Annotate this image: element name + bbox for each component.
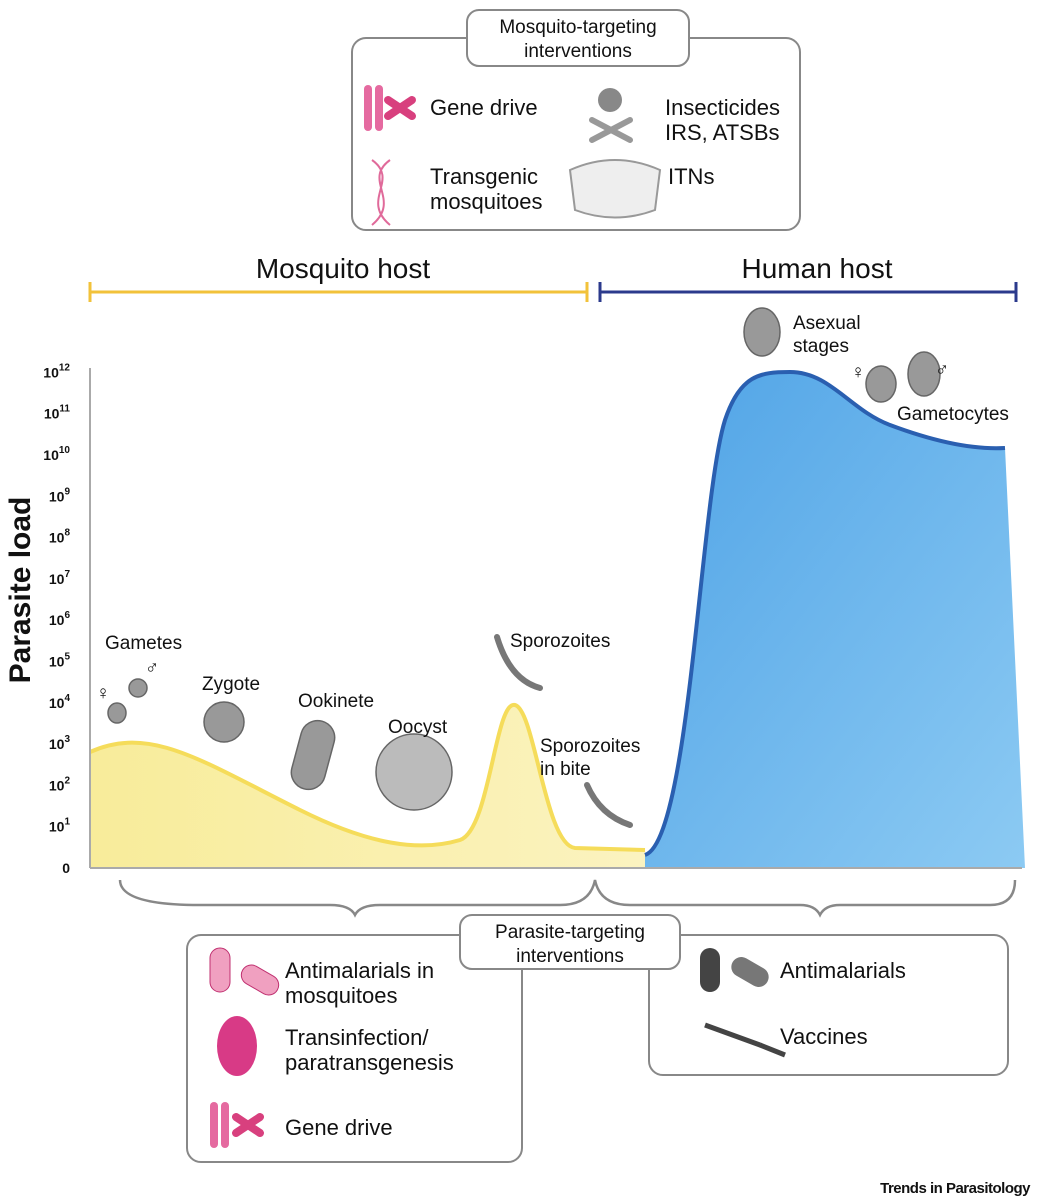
tick-exponent: 2: [64, 775, 70, 786]
y-tick-label: 105: [49, 652, 71, 670]
stage-label: Sporozoites: [540, 736, 640, 757]
bottom-box-title: interventions: [516, 946, 624, 967]
intervention-label: Transinfection/: [285, 1025, 429, 1050]
tick-exponent: 3: [64, 734, 70, 745]
y-tick-label: 106: [49, 610, 71, 628]
mosquito-load-area: [90, 704, 645, 868]
tick-base: 10: [49, 612, 65, 628]
tick-base: 10: [43, 447, 59, 463]
tick-exponent: 8: [64, 528, 70, 539]
tick-exponent: 12: [59, 362, 71, 373]
intervention-label: Antimalarials: [780, 958, 906, 983]
intervention-label: Insecticides: [665, 95, 780, 120]
stage-label: Gametocytes: [897, 404, 1009, 425]
top-box-title: Mosquito-targeting: [499, 17, 656, 38]
intervention-label: Gene drive: [285, 1115, 393, 1140]
bottom-box-tab: [459, 914, 681, 970]
y-tick-label: 1011: [44, 404, 71, 422]
tick-base: 10: [49, 530, 65, 546]
skull-icon: [589, 88, 633, 143]
human-load-curve: [644, 369, 1006, 857]
syringe-icon: [704, 1022, 786, 1058]
top-box-title: interventions: [524, 41, 632, 62]
tick-exponent: 9: [64, 486, 70, 497]
stage-label: stages: [793, 336, 849, 357]
y-tick-label: 0: [62, 860, 70, 876]
tick-base: 10: [44, 406, 60, 422]
tick-base: 10: [49, 736, 65, 752]
stage-label: Sporozoites: [510, 631, 610, 652]
intervention-label: mosquitoes: [430, 189, 543, 214]
tick-base: 0: [62, 860, 70, 876]
brace: [118, 879, 1017, 918]
stage-label: Gametes: [105, 633, 182, 654]
tick-exponent: 5: [64, 652, 70, 663]
host-label: Human host: [742, 253, 893, 284]
tick-exponent: 6: [64, 610, 70, 621]
tick-exponent: 1: [64, 817, 70, 828]
intervention-label: Gene drive: [430, 95, 538, 120]
y-tick-label: 109: [49, 486, 71, 504]
intervention-label: Transgenic: [430, 164, 538, 189]
y-tick-label: 107: [49, 569, 71, 587]
y-tick-label: 104: [49, 693, 71, 711]
intervention-label: ITNs: [668, 164, 714, 189]
tick-base: 10: [49, 654, 65, 670]
y-tick-label: 108: [49, 528, 71, 546]
sex-symbol: ♂: [935, 360, 949, 381]
sex-symbol: ♀: [851, 362, 865, 383]
footer: Trends in Parasitology: [880, 1180, 1031, 1197]
gene-drive-icon: [210, 1102, 264, 1148]
gene-drive-icon: [364, 85, 416, 131]
bottom-box-title: Parasite-targeting: [495, 922, 645, 943]
tick-exponent: 7: [64, 569, 70, 580]
intervention-label: Antimalarials in: [285, 958, 434, 983]
sex-symbol: ♂: [145, 658, 159, 679]
stage-label: Zygote: [202, 674, 260, 695]
tick-base: 10: [49, 695, 65, 711]
intervention-label: IRS, ATSBs: [665, 120, 780, 145]
tick-base: 10: [49, 819, 65, 835]
intervention-label: mosquitoes: [285, 983, 398, 1008]
tick-base: 10: [49, 777, 65, 793]
y-axis-label: Parasite load: [4, 497, 37, 684]
bacteria-icon: [217, 1016, 257, 1076]
y-tick-label: 102: [49, 775, 71, 793]
mosquito-intervention-box: [186, 934, 523, 1163]
top-box-tab: [466, 9, 690, 67]
human-intervention-box: [648, 934, 1009, 1076]
mosquito-load-curve: [89, 703, 646, 852]
human-load-area: [645, 372, 1025, 868]
dna-icon: [371, 159, 391, 226]
sex-symbol: ♀: [96, 683, 110, 704]
stage-label: Ookinete: [298, 691, 374, 712]
intervention-label: paratransgenesis: [285, 1050, 454, 1075]
stage-label: in bite: [540, 759, 591, 780]
host-label: Mosquito host: [256, 253, 431, 284]
tick-base: 10: [49, 488, 65, 504]
y-tick-label: 103: [49, 734, 71, 752]
y-tick-label: 1010: [43, 445, 70, 463]
stage-icons: [107, 307, 941, 828]
tick-exponent: 11: [59, 404, 70, 415]
tick-base: 10: [43, 364, 59, 380]
intervention-label: Vaccines: [780, 1024, 868, 1049]
net-icon: [568, 159, 662, 219]
pill-icon: [209, 947, 280, 996]
pill-icon: [700, 948, 769, 992]
stage-label: Asexual: [793, 313, 861, 334]
stage-label: Oocyst: [388, 717, 448, 738]
tick-exponent: 10: [59, 445, 71, 456]
tick-base: 10: [49, 571, 65, 587]
y-tick-label: 101: [49, 817, 71, 835]
tick-exponent: 4: [64, 693, 70, 704]
y-tick-label: 1012: [43, 362, 70, 380]
